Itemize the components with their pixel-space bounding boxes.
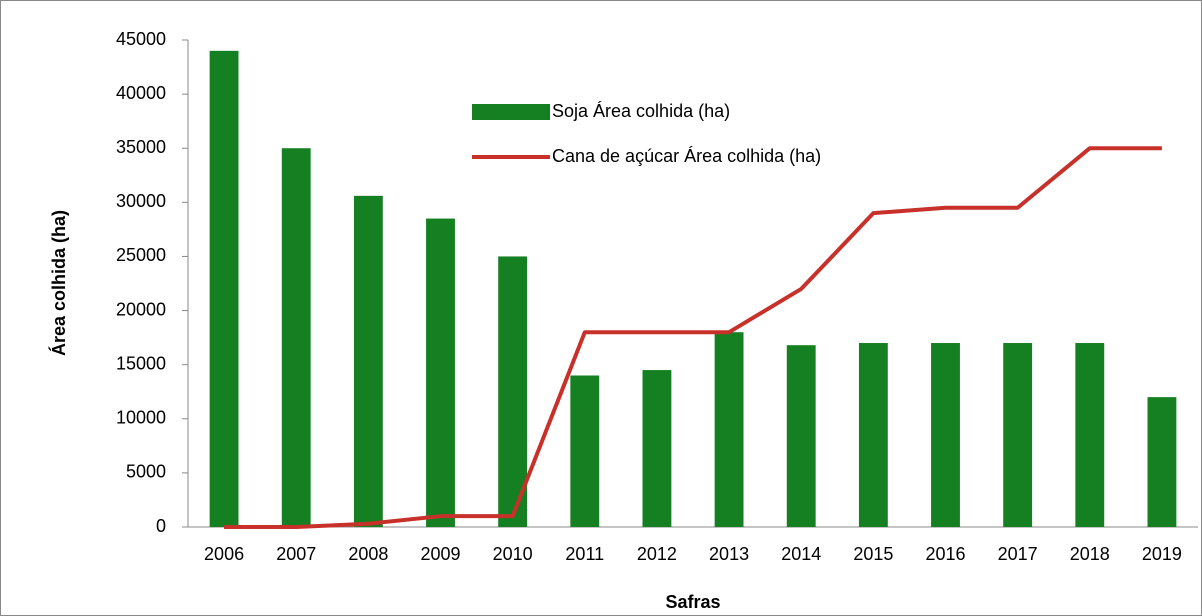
x-tick-label: 2014 [781,544,821,564]
x-tick-label: 2010 [493,544,533,564]
bar [642,370,672,527]
x-tick-label: 2008 [348,544,388,564]
bar [426,218,455,528]
y-tick-label: 20000 [116,299,166,319]
bar [931,343,960,527]
bar [1147,397,1177,527]
x-tick-label: 2009 [420,544,460,564]
x-axis-label: Safras [665,592,720,612]
bar [353,195,383,527]
y-tick-label: 15000 [116,353,166,373]
x-tick-label: 2013 [709,544,749,564]
x-tick-label: 2019 [1142,544,1182,564]
x-tick-label: 2016 [925,544,965,564]
bar [281,148,311,527]
y-tick-label: 45000 [116,29,166,49]
y-tick-label: 0 [156,516,166,536]
y-tick-label: 40000 [116,83,166,103]
line [224,146,1162,529]
y-axis-label: Área colhida (ha) [48,210,69,356]
y-tick-label: 30000 [116,191,166,211]
x-tick-label: 2012 [637,544,677,564]
y-tick-label: 5000 [126,462,166,482]
x-tick-label: 2006 [204,544,244,564]
bar [858,343,888,527]
bar [209,50,239,527]
y-tick-label: 10000 [116,408,166,428]
bar [786,345,816,527]
bar [1003,343,1033,527]
x-tick-label: 2015 [853,544,893,564]
bar [498,256,528,527]
y-tick-label: 35000 [116,137,166,157]
bar [1075,343,1105,527]
legend-swatch [472,104,550,120]
x-tick-label: 2007 [276,544,316,564]
y-tick-label: 25000 [116,245,166,265]
x-tick-label: 2018 [1070,544,1110,564]
legend-label: Cana de açúcar Área colhida (ha) [552,146,821,166]
bar [570,375,600,527]
x-tick-label: 2011 [565,544,604,564]
x-tick-label: 2017 [998,544,1038,564]
legend-label: Soja Área colhida (ha) [552,101,730,121]
bar [714,332,744,527]
